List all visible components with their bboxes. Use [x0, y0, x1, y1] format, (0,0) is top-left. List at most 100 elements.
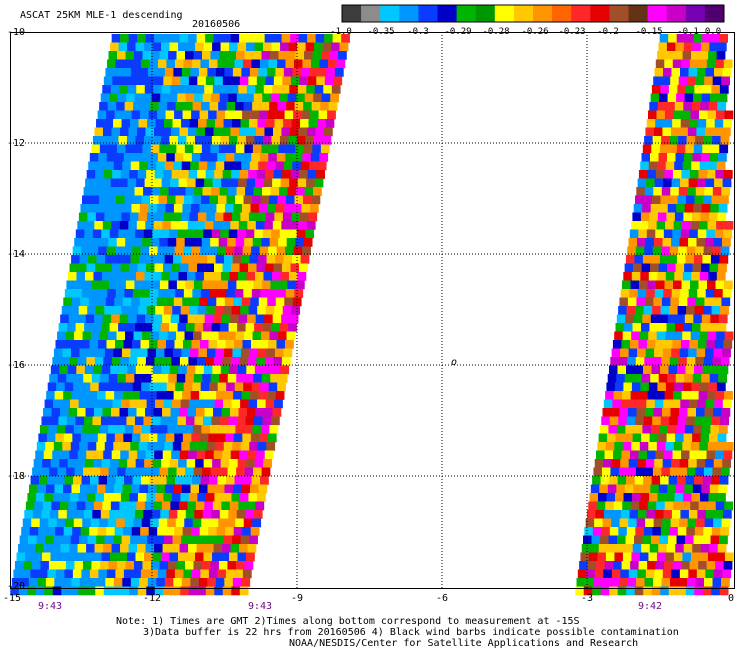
swath-cell: [178, 85, 188, 94]
swath-cell: [243, 102, 253, 111]
swath-cell: [61, 493, 71, 502]
swath-cell: [682, 272, 692, 281]
swath-cell: [652, 195, 661, 205]
swath-cell: [231, 170, 240, 179]
swath-cell: [275, 161, 285, 171]
swath-cell: [222, 34, 231, 43]
swath-cell: [94, 357, 104, 366]
swath-cell: [123, 569, 133, 579]
pass-time: 9:43: [37, 601, 63, 612]
swath-cell: [320, 102, 329, 111]
swath-cell: [673, 331, 683, 341]
swath-cell: [286, 195, 295, 205]
swath-cell: [179, 221, 189, 230]
swath-cell: [262, 323, 272, 332]
swath-cell: [649, 493, 658, 502]
swath-cell: [232, 255, 242, 264]
swath-cell: [176, 331, 185, 341]
swath-cell: [709, 42, 719, 52]
swath-cell: [191, 340, 201, 349]
swath-cell: [292, 255, 301, 264]
swath-cell: [658, 544, 668, 553]
swath-cell: [126, 416, 136, 426]
swath-cell: [114, 391, 123, 400]
swath-cell: [13, 569, 23, 579]
swath-cell: [120, 357, 130, 366]
swath-cell: [69, 493, 79, 502]
swath-cell: [205, 450, 215, 460]
swath-cell: [174, 246, 184, 256]
swath-cell: [238, 127, 248, 137]
swath-cell: [269, 238, 279, 247]
note-line: Note: 1) Times are GMT 2)Times along bot…: [116, 616, 580, 627]
swath-cell: [278, 51, 288, 60]
swath-cell: [707, 442, 717, 451]
swath-cell: [236, 374, 246, 383]
swath-cell: [151, 510, 161, 519]
swath-cell: [98, 382, 108, 392]
swath-cell: [124, 518, 134, 528]
swath-cell: [175, 382, 184, 392]
swath-cell: [82, 195, 91, 205]
swath-cell: [171, 34, 180, 43]
swath-cell: [283, 255, 293, 264]
swath-cell: [112, 170, 121, 179]
swath-cell: [672, 561, 682, 570]
swath-cell: [111, 127, 121, 137]
swath-cell: [91, 374, 101, 383]
swath-cell: [700, 212, 710, 222]
swath-cell: [53, 442, 63, 451]
swath-cell: [312, 51, 322, 60]
swath-cell: [113, 119, 122, 128]
swath-cell: [627, 357, 637, 366]
swath-cell: [272, 85, 282, 94]
swath-cell: [707, 221, 717, 230]
swath-cell: [650, 93, 660, 103]
swath-cell: [715, 450, 724, 460]
swath-cell: [87, 212, 97, 222]
swath-cell: [261, 467, 271, 477]
swath-cell: [242, 527, 251, 536]
swath-cell: [163, 76, 173, 86]
swath-cell: [660, 195, 670, 205]
swath-cell: [108, 51, 118, 60]
swath-cell: [102, 221, 112, 230]
lat-lon-grid: [10, 32, 734, 588]
swath-cell: [288, 272, 298, 281]
swath-cell: [91, 280, 101, 290]
swath-cell: [150, 195, 159, 205]
swath-cell: [265, 212, 275, 222]
swath-cell: [303, 238, 313, 247]
swath-cell: [301, 204, 311, 213]
swath-cell: [75, 229, 85, 239]
swath-cell: [676, 255, 686, 264]
swath-cell: [11, 578, 21, 587]
swath-cell: [588, 501, 598, 511]
swath-cell: [177, 93, 187, 103]
swath-cell: [609, 527, 619, 536]
swath-cell: [143, 416, 153, 426]
swath-cell: [140, 110, 149, 120]
swath-cell: [109, 416, 119, 426]
swath-cell: [127, 501, 137, 511]
swath-cell: [695, 357, 705, 366]
swath-cell: [632, 433, 642, 443]
swath-cell: [131, 204, 141, 213]
swath-cell: [672, 229, 682, 239]
swath-cell: [289, 85, 299, 94]
swath-cell: [42, 501, 52, 511]
swath-cell: [592, 527, 602, 536]
swath-cell: [665, 272, 675, 281]
swath-cell: [245, 510, 255, 519]
swath-cell: [183, 382, 193, 392]
swath-cell: [322, 136, 332, 145]
swath-cell: [233, 340, 243, 349]
swath-cell: [78, 493, 88, 502]
swath-cell: [117, 374, 127, 383]
swath-cell: [193, 238, 203, 247]
swath-cell: [192, 382, 201, 392]
swath-cell: [720, 195, 729, 205]
swath-cell: [674, 272, 684, 281]
swath-cell: [131, 527, 141, 536]
swath-cell: [260, 425, 270, 434]
